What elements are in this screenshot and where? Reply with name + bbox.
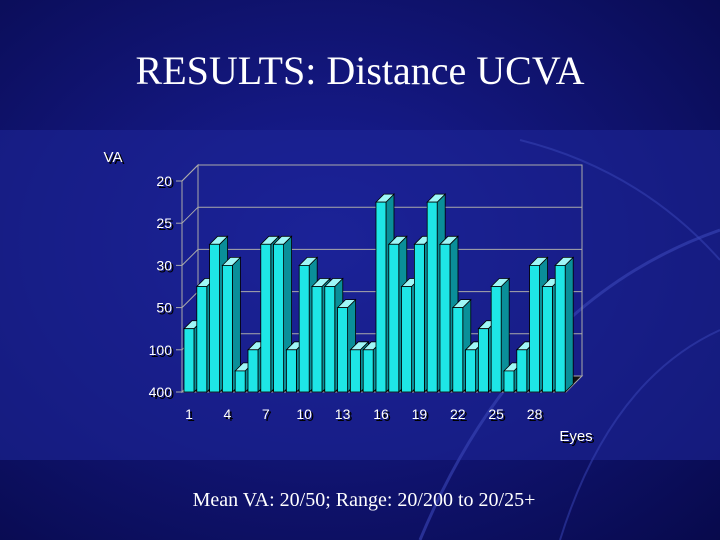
chart-band <box>0 130 720 460</box>
decor-arc <box>519 139 720 261</box>
y-tick-label: 20 <box>156 173 172 189</box>
y-tick-label-shadow: 50 <box>158 302 174 318</box>
bar <box>221 264 233 393</box>
bar <box>516 349 528 393</box>
bar <box>234 370 246 393</box>
bar <box>362 349 374 393</box>
x-tick-label: 10 <box>296 406 312 422</box>
y-tick-label: 25 <box>156 215 172 231</box>
bar <box>375 201 387 393</box>
x-tick-label-shadow: 13 <box>337 408 353 424</box>
x-label: Eyes <box>559 428 592 445</box>
bar <box>247 349 259 393</box>
x-tick-label-shadow: 10 <box>298 408 314 424</box>
bar <box>554 264 566 393</box>
bar <box>337 307 348 393</box>
x-tick-label: 1 <box>185 406 193 422</box>
x-tick-label-shadow: 16 <box>375 408 391 424</box>
y-tick-label-shadow: 100 <box>151 344 175 360</box>
y-tick-label: 100 <box>149 342 173 358</box>
y-tick-label-shadow: 20 <box>158 175 174 191</box>
x-tick-label: 4 <box>223 406 231 422</box>
bar <box>401 286 412 393</box>
x-tick-label: 16 <box>373 406 389 422</box>
x-tick-label-shadow: 28 <box>529 408 545 424</box>
bar <box>465 349 476 393</box>
grid-line-side <box>181 291 199 308</box>
bar <box>349 349 361 393</box>
x-label-shadow: Eyes <box>561 430 594 447</box>
bar <box>529 264 540 393</box>
x-tick-label: 7 <box>262 406 270 422</box>
x-tick-label: 25 <box>488 406 504 422</box>
bar <box>426 201 438 393</box>
x-tick-label: 13 <box>335 406 351 422</box>
x-tick-label-shadow: 22 <box>452 408 468 424</box>
x-tick-label-shadow: 25 <box>490 408 506 424</box>
bar <box>324 286 336 393</box>
bar <box>311 286 323 393</box>
bar <box>298 264 310 393</box>
y-tick-label-shadow: 25 <box>158 217 174 233</box>
x-tick-label-shadow: 4 <box>225 408 233 424</box>
y-tick-label: 30 <box>156 257 172 273</box>
grid-line-side <box>181 249 199 266</box>
bar <box>388 243 400 393</box>
y-label-shadow: VA <box>106 151 125 168</box>
grid-line-side <box>181 164 199 182</box>
y-tick-label-shadow: 400 <box>151 386 175 402</box>
y-tick-label-shadow: 30 <box>158 259 174 275</box>
bar <box>260 243 272 393</box>
bar <box>285 349 297 393</box>
bar <box>503 370 515 393</box>
x-tick-label-shadow: 1 <box>187 408 195 424</box>
x-tick-label-shadow: 7 <box>264 408 272 424</box>
bar <box>183 328 195 393</box>
x-tick-label: 28 <box>527 406 543 422</box>
bar <box>452 307 464 393</box>
bar <box>542 286 553 393</box>
y-label: VA <box>104 149 123 166</box>
bar-side <box>564 256 574 393</box>
bar <box>477 328 489 393</box>
bar <box>439 243 451 393</box>
bar <box>490 286 502 393</box>
caption: Mean VA: 20/50; Range: 20/200 to 20/25+ <box>193 489 536 511</box>
decor-arc <box>559 329 720 540</box>
slide-title: RESULTS: Distance UCVA <box>136 48 585 93</box>
bar <box>209 243 220 393</box>
bar <box>413 243 425 393</box>
bar <box>273 243 284 393</box>
grid-line-side <box>181 206 199 224</box>
x-tick-label: 22 <box>450 406 466 422</box>
y-tick-label: 400 <box>149 384 173 400</box>
x-tick-label: 19 <box>412 406 428 422</box>
bar <box>196 286 208 393</box>
x-tick-label-shadow: 19 <box>414 408 430 424</box>
y-tick-label: 50 <box>156 300 172 316</box>
